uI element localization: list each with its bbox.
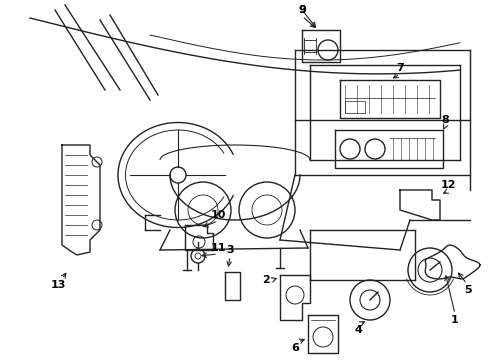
Text: 10: 10 — [210, 210, 226, 220]
Text: 9: 9 — [298, 5, 306, 15]
Text: 3: 3 — [226, 245, 234, 255]
Text: 1: 1 — [451, 315, 459, 325]
Text: 12: 12 — [440, 180, 456, 190]
Text: 6: 6 — [291, 343, 299, 353]
Text: 7: 7 — [396, 63, 404, 73]
Text: 13: 13 — [50, 280, 66, 290]
Text: 2: 2 — [262, 275, 270, 285]
Text: 8: 8 — [441, 115, 449, 125]
Text: 11: 11 — [210, 243, 226, 253]
Text: 5: 5 — [464, 285, 472, 295]
Text: 4: 4 — [354, 325, 362, 335]
Text: 9: 9 — [298, 5, 306, 15]
